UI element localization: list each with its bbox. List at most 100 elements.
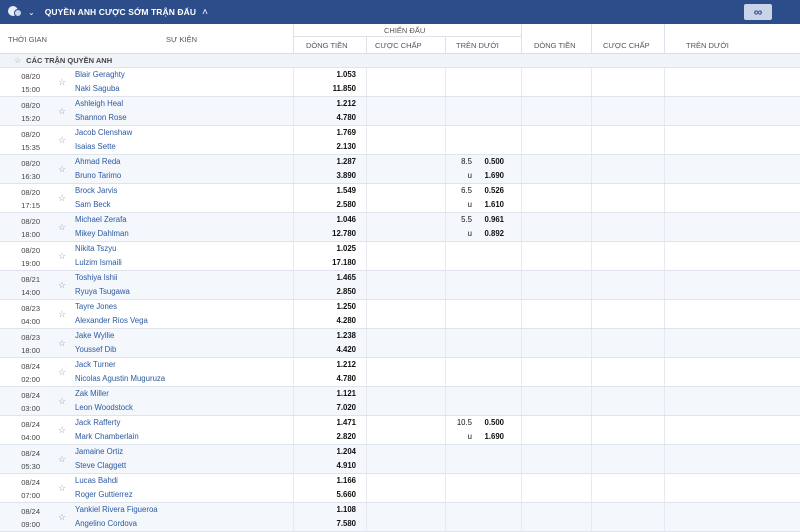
home-fighter[interactable]: Jack Turner [75,360,116,369]
collapse-icon[interactable]: ˄ [202,6,208,18]
moneyline-away-odds[interactable]: 2.820 [336,432,356,441]
home-fighter[interactable]: Yankiel Rivera Figueroa [75,505,158,514]
moneyline-home-odds[interactable]: 1.250 [336,302,356,311]
match-row[interactable]: 08/24 03:00 ☆ Zak Miller Leon Woodstock 1.1… [0,387,800,416]
away-fighter[interactable]: Nicolas Agustin Muguruza [75,374,166,383]
moneyline-away-odds[interactable]: 7.020 [336,403,356,412]
moneyline-home-odds[interactable]: 1.204 [336,447,356,456]
moneyline-away-odds[interactable]: 4.780 [336,374,356,383]
favorite-star-icon[interactable]: ☆ [58,164,67,174]
favorite-star-icon[interactable]: ☆ [58,367,67,377]
moneyline-away-odds[interactable]: 5.660 [336,490,356,499]
away-fighter[interactable]: Shannon Rose [75,113,127,122]
moneyline-home-odds[interactable]: 1.053 [336,70,356,79]
moneyline-home-odds[interactable]: 1.212 [336,360,356,369]
favorite-star-icon[interactable]: ☆ [58,222,67,232]
moneyline-home-odds[interactable]: 1.769 [336,128,356,137]
moneyline-away-odds[interactable]: 17.180 [332,258,356,267]
home-fighter[interactable]: Jake Wyllie [75,331,115,340]
favorite-star-icon[interactable]: ☆ [58,512,67,522]
home-fighter[interactable]: Zak Miller [75,389,109,398]
moneyline-away-odds[interactable]: 11.850 [332,84,356,93]
away-fighter[interactable]: Ryuya Tsugawa [75,287,130,296]
match-row[interactable]: 08/24 04:00 ☆ Jack Rafferty Mark Chamberla… [0,416,800,445]
moneyline-home-odds[interactable]: 1.046 [336,215,356,224]
moneyline-away-odds[interactable]: 4.280 [336,316,356,325]
match-row[interactable]: 08/23 18:00 ☆ Jake Wyllie Youssef Dib 1.238… [0,329,800,358]
moneyline-home-odds[interactable]: 1.108 [336,505,356,514]
favorite-star-icon[interactable]: ☆ [58,280,67,290]
away-fighter[interactable]: Alexander Rios Vega [75,316,148,325]
favorite-star-icon[interactable]: ☆ [58,309,67,319]
match-row[interactable]: 08/20 17:15 ☆ Brock Jarvis Sam Beck 1.549 2.… [0,184,800,213]
away-fighter[interactable]: Steve Claggett [75,461,127,470]
moneyline-away-odds[interactable]: 4.780 [336,113,356,122]
match-row[interactable]: 08/20 16:30 ☆ Ahmad Reda Bruno Tarimo 1.287… [0,155,800,184]
moneyline-home-odds[interactable]: 1.465 [336,273,356,282]
home-fighter[interactable]: Jacob Clenshaw [75,128,133,137]
competition-section-header[interactable]: ☆ CÁC TRẬN QUYỀN ANH [0,54,800,68]
match-row[interactable]: 08/20 15:00 ☆ Blair Geraghty Naki Saguba 1.… [0,68,800,97]
home-fighter[interactable]: Lucas Bahdi [75,476,118,485]
home-fighter[interactable]: Toshiya Ishii [75,273,118,282]
home-fighter[interactable]: Jamaine Ortiz [75,447,124,456]
match-row[interactable]: 08/20 18:00 ☆ Michael Zerafa Mikey Dahlman… [0,213,800,242]
moneyline-home-odds[interactable]: 1.025 [336,244,356,253]
under-odds[interactable]: 1.690 [484,171,504,180]
over-odds[interactable]: 0.500 [484,157,504,166]
moneyline-home-odds[interactable]: 1.549 [336,186,356,195]
moneyline-away-odds[interactable]: 2.580 [336,200,356,209]
home-fighter[interactable]: Ahmad Reda [75,157,121,166]
moneyline-home-odds[interactable]: 1.166 [336,476,356,485]
match-row[interactable]: 08/20 19:00 ☆ Nikita Tszyu Lulzim Ismaili 1… [0,242,800,271]
favorite-star-icon[interactable]: ☆ [58,251,67,261]
over-odds[interactable]: 0.961 [484,215,504,224]
away-fighter[interactable]: Isaias Sette [75,142,116,151]
home-fighter[interactable]: Ashleigh Heal [75,99,124,108]
favorite-star-icon[interactable]: ☆ [58,135,67,145]
star-icon[interactable]: ☆ [14,56,22,65]
match-row[interactable]: 08/20 15:35 ☆ Jacob Clenshaw Isaias Sette 1… [0,126,800,155]
favorite-star-icon[interactable]: ☆ [58,106,67,116]
favorite-star-icon[interactable]: ☆ [58,454,67,464]
over-odds[interactable]: 0.526 [484,186,504,195]
moneyline-away-odds[interactable]: 4.910 [336,461,356,470]
match-row[interactable]: 08/21 14:00 ☆ Toshiya Ishii Ryuya Tsugawa 1… [0,271,800,300]
favorite-star-icon[interactable]: ☆ [58,338,67,348]
away-fighter[interactable]: Naki Saguba [75,84,120,93]
away-fighter[interactable]: Roger Guttierrez [75,490,133,499]
favorite-star-icon[interactable]: ☆ [58,483,67,493]
home-fighter[interactable]: Nikita Tszyu [75,244,117,253]
moneyline-home-odds[interactable]: 1.287 [336,157,356,166]
home-fighter[interactable]: Brock Jarvis [75,186,118,195]
under-odds[interactable]: 1.610 [484,200,504,209]
favorite-star-icon[interactable]: ☆ [58,193,67,203]
moneyline-away-odds[interactable]: 2.850 [336,287,356,296]
moneyline-home-odds[interactable]: 1.238 [336,331,356,340]
away-fighter[interactable]: Sam Beck [75,200,111,209]
moneyline-away-odds[interactable]: 3.890 [336,171,356,180]
home-fighter[interactable]: Blair Geraghty [75,70,125,79]
favorite-star-icon[interactable]: ☆ [58,77,67,87]
infinity-toggle-button[interactable]: ∞ [744,4,772,20]
away-fighter[interactable]: Mark Chamberlain [75,432,139,441]
favorite-star-icon[interactable]: ☆ [58,396,67,406]
home-fighter[interactable]: Michael Zerafa [75,215,127,224]
moneyline-home-odds[interactable]: 1.471 [336,418,356,427]
away-fighter[interactable]: Youssef Dib [75,345,117,354]
favorite-star-icon[interactable]: ☆ [58,425,67,435]
under-odds[interactable]: 0.892 [484,229,504,238]
match-row[interactable]: 08/23 04:00 ☆ Tayre Jones Alexander Rios V… [0,300,800,329]
home-fighter[interactable]: Tayre Jones [75,302,118,311]
over-odds[interactable]: 0.500 [484,418,504,427]
moneyline-home-odds[interactable]: 1.121 [336,389,356,398]
moneyline-away-odds[interactable]: 2.130 [336,142,356,151]
away-fighter[interactable]: Leon Woodstock [75,403,133,412]
match-row[interactable]: 08/24 07:00 ☆ Lucas Bahdi Roger Guttierrez… [0,474,800,503]
moneyline-away-odds[interactable]: 4.420 [336,345,356,354]
match-row[interactable]: 08/24 02:00 ☆ Jack Turner Nicolas Agustin … [0,358,800,387]
home-fighter[interactable]: Jack Rafferty [75,418,121,427]
moneyline-home-odds[interactable]: 1.212 [336,99,356,108]
under-odds[interactable]: 1.690 [484,432,504,441]
match-row[interactable]: 08/24 09:00 ☆ Yankiel Rivera Figueroa Ange… [0,503,800,532]
